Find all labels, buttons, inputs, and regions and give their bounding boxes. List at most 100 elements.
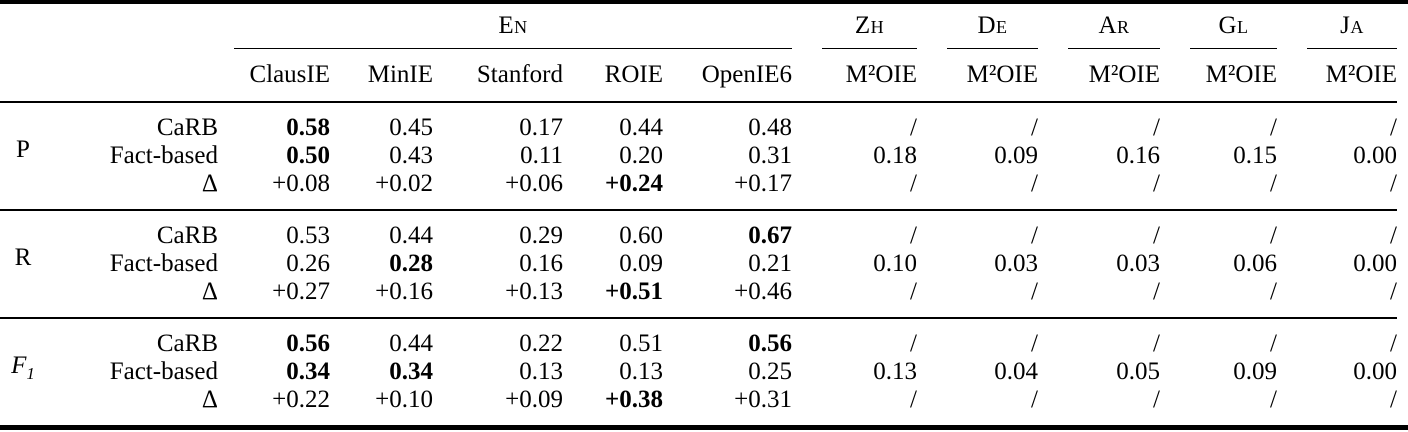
header-spacer bbox=[46, 49, 218, 101]
na-cell: / bbox=[910, 222, 917, 249]
value-cell: 0.03 bbox=[1116, 250, 1160, 277]
na-cell: / bbox=[1270, 170, 1277, 197]
na-cell: / bbox=[910, 114, 917, 141]
value-cell: 0.05 bbox=[1116, 358, 1160, 385]
value-cell: +0.02 bbox=[375, 170, 433, 197]
value-cell: +0.08 bbox=[272, 170, 330, 197]
na-cell: / bbox=[1153, 386, 1160, 413]
value-cell: +0.24 bbox=[605, 170, 663, 197]
na-cell: / bbox=[1270, 278, 1277, 305]
value-cell: 0.13 bbox=[519, 358, 563, 385]
value-cell: 0.22 bbox=[519, 330, 563, 357]
na-cell: / bbox=[1153, 278, 1160, 305]
value-cell: 0.10 bbox=[873, 250, 917, 277]
na-cell: / bbox=[1390, 114, 1397, 141]
table-header: En Zh De Ar Gl Ja ClausIE MinIE Stanford ROIE Open… bbox=[0, 4, 1397, 103]
value-cell: 0.09 bbox=[994, 142, 1038, 169]
metric-block-p: P CaRB 0.58 0.45 0.17 0.44 0.48 / / / / / Fact-based… bbox=[0, 103, 1397, 209]
na-cell: / bbox=[1031, 278, 1038, 305]
column-group-gl: Gl bbox=[1190, 4, 1277, 49]
value-cell: 0.00 bbox=[1353, 250, 1397, 277]
column-header-openie6-4: OpenIE6 bbox=[701, 61, 792, 88]
value-cell: +0.38 bbox=[605, 386, 663, 413]
column-header-m-oie-7: M²OIE bbox=[1088, 61, 1160, 88]
column-header-minie-1: MinIE bbox=[367, 61, 433, 88]
na-cell: / bbox=[1031, 386, 1038, 413]
metric-label-r: R bbox=[14, 244, 32, 271]
value-cell: 0.20 bbox=[619, 142, 663, 169]
row-label-carb: CaRB bbox=[156, 330, 218, 357]
column-group-en: En bbox=[234, 4, 792, 49]
column-header-m-oie-6: M²OIE bbox=[966, 61, 1038, 88]
na-cell: / bbox=[910, 330, 917, 357]
column-group-ar: Ar bbox=[1068, 4, 1160, 49]
column-header-roie-3: ROIE bbox=[604, 61, 663, 88]
value-cell: 0.53 bbox=[286, 222, 330, 249]
value-cell: 0.15 bbox=[1233, 142, 1277, 169]
header-spacer bbox=[0, 49, 46, 101]
value-cell: 0.18 bbox=[873, 142, 917, 169]
na-cell: / bbox=[1270, 114, 1277, 141]
na-cell: / bbox=[1390, 222, 1397, 249]
value-cell: 0.43 bbox=[389, 142, 433, 169]
na-cell: / bbox=[1031, 170, 1038, 197]
header-spacer bbox=[46, 4, 218, 49]
na-cell: / bbox=[1390, 386, 1397, 413]
na-cell: / bbox=[1390, 330, 1397, 357]
na-cell: / bbox=[1390, 170, 1397, 197]
na-cell: / bbox=[1153, 222, 1160, 249]
value-cell: 0.58 bbox=[286, 114, 330, 141]
value-cell: +0.46 bbox=[734, 278, 792, 305]
na-cell: / bbox=[1153, 114, 1160, 141]
row-label-: Δ bbox=[201, 386, 218, 413]
na-cell: / bbox=[910, 278, 917, 305]
na-cell: / bbox=[1153, 170, 1160, 197]
value-cell: +0.51 bbox=[605, 278, 663, 305]
value-cell: 0.16 bbox=[1116, 142, 1160, 169]
row-label-fact-based: Fact-based bbox=[109, 250, 218, 277]
row-label-: Δ bbox=[201, 278, 218, 305]
na-cell: / bbox=[1153, 330, 1160, 357]
value-cell: +0.09 bbox=[505, 386, 563, 413]
value-cell: 0.04 bbox=[994, 358, 1038, 385]
value-cell: 0.44 bbox=[619, 114, 663, 141]
value-cell: +0.16 bbox=[375, 278, 433, 305]
header-spacer bbox=[0, 4, 46, 49]
column-header-clausie-0: ClausIE bbox=[249, 61, 330, 88]
value-cell: 0.26 bbox=[286, 250, 330, 277]
value-cell: 0.44 bbox=[389, 222, 433, 249]
column-group-zh: Zh bbox=[822, 4, 917, 49]
value-cell: +0.22 bbox=[272, 386, 330, 413]
value-cell: 0.06 bbox=[1233, 250, 1277, 277]
na-cell: / bbox=[910, 386, 917, 413]
value-cell: 0.28 bbox=[389, 250, 433, 277]
value-cell: +0.27 bbox=[272, 278, 330, 305]
value-cell: 0.67 bbox=[748, 222, 792, 249]
value-cell: 0.34 bbox=[286, 358, 330, 385]
value-cell: +0.31 bbox=[734, 386, 792, 413]
value-cell: 0.56 bbox=[748, 330, 792, 357]
na-cell: / bbox=[910, 170, 917, 197]
metric-block-r: R CaRB 0.53 0.44 0.29 0.60 0.67 / / / / / Fact-based… bbox=[0, 209, 1397, 317]
value-cell: 0.17 bbox=[519, 114, 563, 141]
row-label-fact-based: Fact-based bbox=[109, 358, 218, 385]
value-cell: 0.21 bbox=[748, 250, 792, 277]
column-header-m-oie-9: M²OIE bbox=[1325, 61, 1397, 88]
na-cell: / bbox=[1031, 114, 1038, 141]
na-cell: / bbox=[1270, 386, 1277, 413]
value-cell: 0.09 bbox=[619, 250, 663, 277]
metric-label-f1: F1 bbox=[11, 352, 35, 383]
value-cell: 0.50 bbox=[286, 142, 330, 169]
metric-label-p: P bbox=[16, 136, 30, 163]
value-cell: 0.09 bbox=[1233, 358, 1277, 385]
value-cell: 0.34 bbox=[389, 358, 433, 385]
column-header-stanford-2: Stanford bbox=[476, 61, 563, 88]
na-cell: / bbox=[1031, 222, 1038, 249]
value-cell: 0.13 bbox=[873, 358, 917, 385]
value-cell: 0.48 bbox=[748, 114, 792, 141]
na-cell: / bbox=[1270, 222, 1277, 249]
column-header-m-oie-5: M²OIE bbox=[845, 61, 917, 88]
row-label-carb: CaRB bbox=[156, 114, 218, 141]
